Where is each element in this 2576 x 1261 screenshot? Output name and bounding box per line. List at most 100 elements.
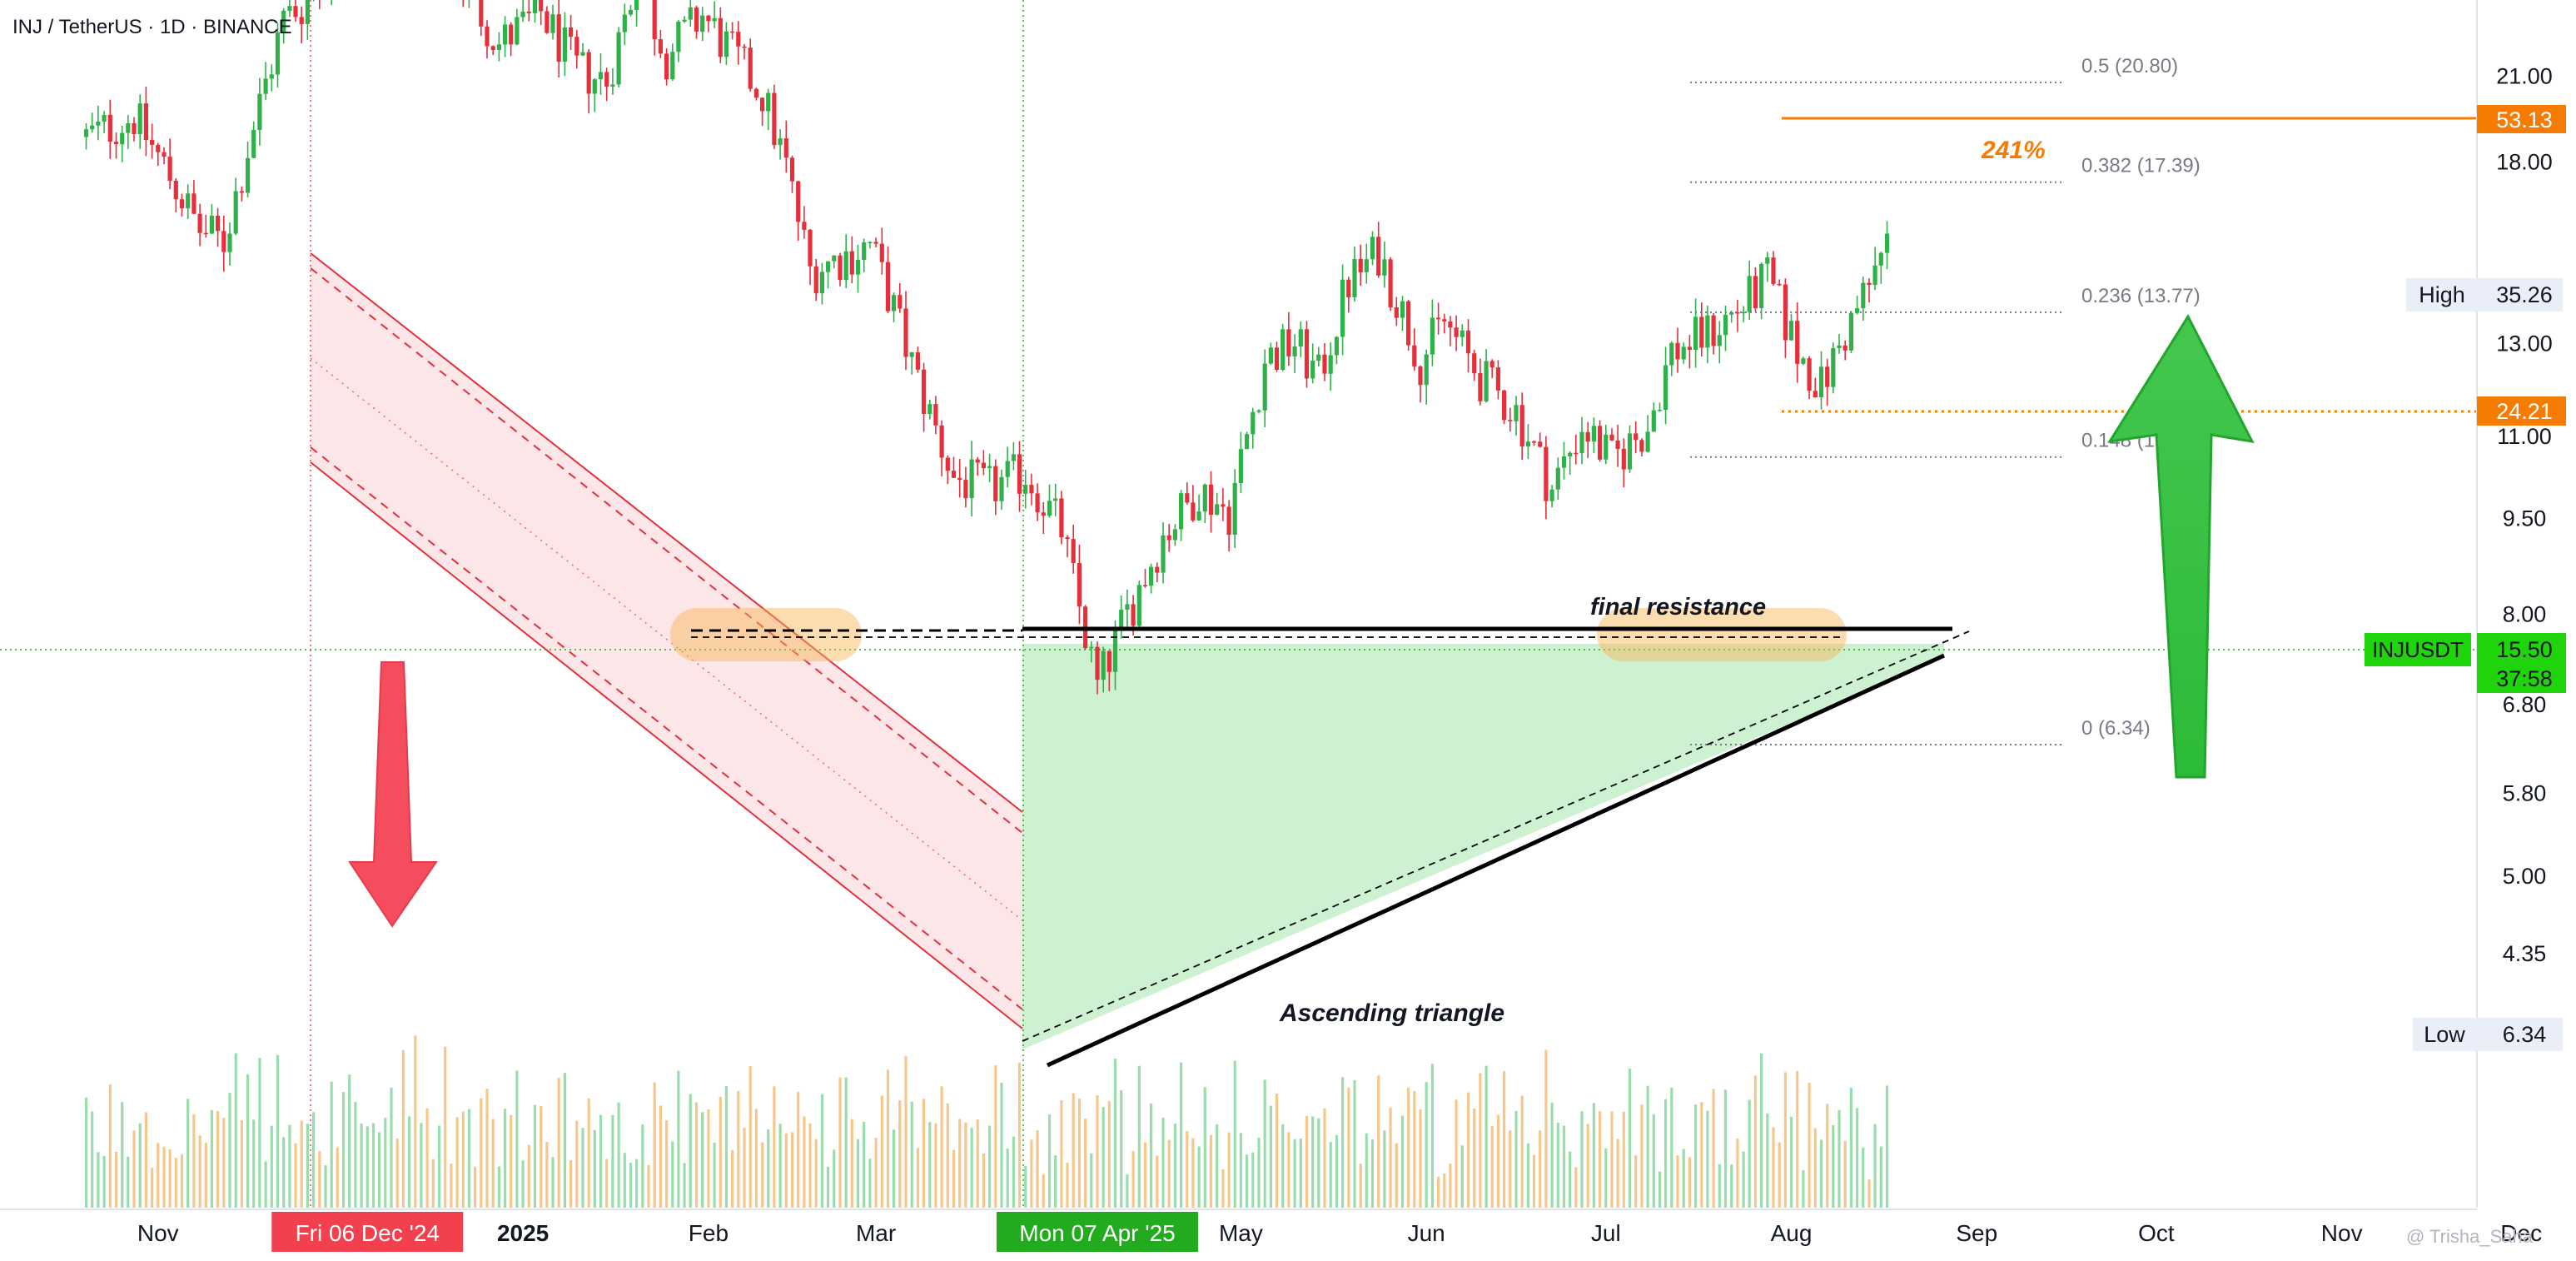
volume-bar	[1819, 1139, 1823, 1208]
volume-bar	[617, 1102, 620, 1208]
volume-bar	[569, 1160, 573, 1208]
candle-up	[550, 14, 555, 33]
volume-bar	[1449, 1164, 1452, 1208]
volume-bar	[886, 1069, 890, 1208]
volume-bar	[844, 1077, 848, 1208]
volume-bar	[659, 1105, 662, 1208]
volume-bar	[767, 1129, 770, 1208]
time-tick-label: Jul	[1591, 1220, 1621, 1246]
candle-up	[1561, 456, 1567, 468]
candle-up	[688, 7, 693, 20]
candle-down	[1753, 276, 1758, 309]
candle-down	[1346, 279, 1351, 297]
candle-up	[670, 52, 675, 80]
volume-bar	[414, 1035, 417, 1208]
volume-bar	[1389, 1107, 1392, 1208]
candle-up	[682, 19, 687, 22]
volume-bar	[1012, 1136, 1015, 1208]
volume-bar	[647, 1164, 650, 1208]
candle-down	[1304, 329, 1310, 379]
candle-down	[1478, 373, 1483, 401]
candle-down	[1825, 366, 1830, 387]
candle-up	[610, 84, 615, 87]
candle-up	[90, 125, 95, 130]
volume-bar	[1532, 1154, 1536, 1208]
volume-bar	[533, 1104, 537, 1208]
candle-down	[1711, 315, 1716, 346]
candle-up	[1196, 511, 1201, 521]
volume-bar	[127, 1156, 130, 1208]
volume-bar	[934, 1123, 937, 1208]
crosshair-date-badge	[997, 1212, 1198, 1252]
candle-down	[1842, 345, 1847, 351]
volume-bar	[1646, 1085, 1649, 1208]
candle-up	[592, 79, 597, 94]
gain-annotation: 241%	[1981, 137, 2046, 164]
volume-bar	[1275, 1094, 1279, 1208]
time-tick-label: Jun	[1408, 1220, 1445, 1246]
time-tick-label: Fri 06 Dec '24	[296, 1220, 440, 1246]
candle-up	[676, 22, 681, 52]
candle-up	[305, 0, 310, 24]
volume-bar	[121, 1102, 124, 1208]
volume-bar	[1419, 1109, 1422, 1208]
candle-up	[1053, 498, 1058, 501]
candle-up	[1549, 489, 1554, 501]
volume-bar	[581, 1128, 584, 1208]
volume-bar	[1383, 1130, 1386, 1208]
candle-up	[1215, 504, 1220, 516]
candle-up	[496, 44, 501, 51]
candle-down	[1609, 434, 1614, 441]
candle-up	[862, 242, 867, 260]
time-tick-label: Oct	[2138, 1220, 2175, 1246]
candle-down	[658, 39, 663, 54]
candle-up	[616, 32, 621, 85]
candle-down	[604, 72, 609, 87]
volume-bar	[1879, 1146, 1882, 1208]
candle-down	[556, 14, 561, 62]
volume-bar	[1640, 1104, 1644, 1208]
candle-down	[1699, 316, 1704, 348]
time-axis[interactable]: Nov Fri 06 Dec '24 2025 Feb Mar Mon 07 Apr '2…	[137, 1212, 2542, 1252]
candle-down	[143, 103, 148, 140]
volume-bar	[1006, 1148, 1009, 1208]
volume-bar	[808, 1123, 812, 1208]
descending-channel	[310, 252, 1023, 1029]
volume-bar	[1407, 1087, 1410, 1208]
volume-bar	[1263, 1079, 1266, 1208]
volume-bar	[1634, 1155, 1638, 1208]
candle-down	[216, 216, 221, 232]
volume-bar	[1676, 1155, 1679, 1208]
svg-text:37:58: 37:58	[2496, 666, 2553, 691]
candle-down	[1538, 441, 1543, 447]
time-tick-label: 2025	[497, 1220, 549, 1246]
volume-bar	[778, 1124, 782, 1208]
candle-up	[269, 74, 274, 79]
price-tick-label: 9.50	[2503, 506, 2547, 531]
candle-up	[562, 27, 567, 62]
candle-up	[281, 10, 286, 32]
volume-bar	[599, 1114, 603, 1208]
volume-bar	[1526, 1143, 1529, 1208]
volume-bar	[1700, 1102, 1703, 1208]
volume-bar	[1688, 1157, 1691, 1208]
candle-up	[1663, 365, 1668, 410]
volume-bar	[1341, 1077, 1345, 1208]
volume-bar	[1167, 1139, 1171, 1208]
candle-up	[1179, 493, 1184, 530]
volume-bar	[431, 1159, 435, 1208]
candle-down	[1807, 358, 1812, 391]
volume-bar	[1838, 1109, 1841, 1208]
candle-up	[1256, 410, 1261, 412]
volume-bar	[1652, 1114, 1655, 1208]
candle-up	[1514, 405, 1519, 421]
candle-up	[1316, 354, 1321, 361]
candle-down	[849, 251, 854, 275]
price-axis[interactable]: 68.0056.0048.5041.0029.0021.0018.0013.00…	[2496, 0, 2553, 967]
volume-bar	[306, 1124, 309, 1208]
volume-bar	[91, 1111, 94, 1208]
volume-bar	[1017, 1063, 1022, 1208]
candle-down	[1166, 535, 1171, 541]
volume-bar	[838, 1077, 842, 1208]
